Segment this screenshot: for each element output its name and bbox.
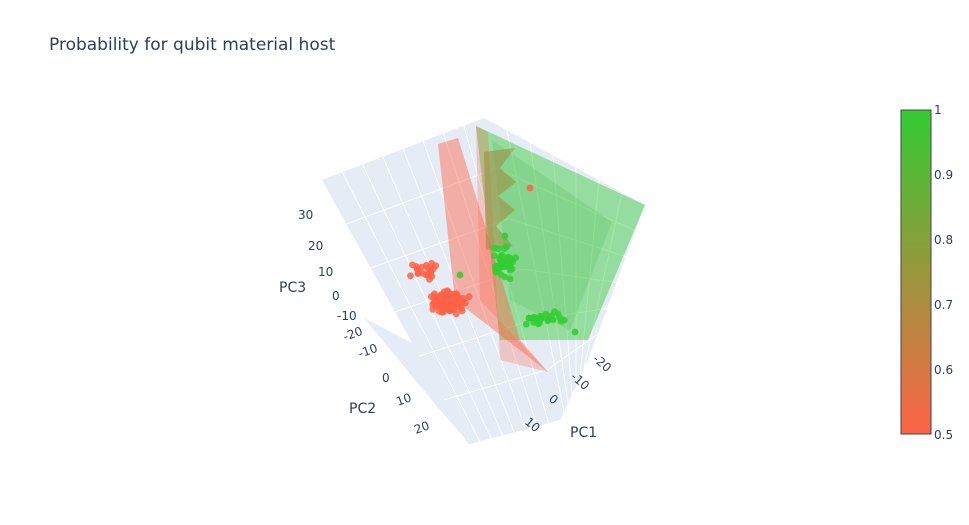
decision-surfaces	[438, 126, 645, 372]
data-point	[549, 316, 557, 324]
scene[interactable]	[322, 118, 645, 444]
colorbar-tick: 0.9	[934, 168, 953, 182]
data-point	[497, 271, 505, 278]
grid-line	[547, 333, 598, 371]
grid-line	[443, 369, 548, 401]
data-point	[446, 307, 453, 315]
colorbar-gradient	[900, 109, 932, 435]
grid-line	[346, 167, 497, 225]
x-axis-title: PC1	[570, 425, 597, 441]
colorbar-tick: 1	[934, 103, 942, 117]
data-point	[492, 268, 500, 276]
data-point	[495, 245, 502, 253]
data-point	[439, 305, 447, 313]
y-tick: 20	[412, 418, 431, 436]
data-point	[497, 259, 505, 266]
pane-floor	[364, 318, 560, 444]
colorbar: 1 0.9 0.8 0.7 0.6 0.5	[900, 103, 953, 442]
surface-high	[476, 126, 645, 340]
data-point	[441, 292, 449, 300]
grid-line	[509, 218, 627, 258]
z-axis-title: PC3	[279, 280, 306, 296]
surface-high-inner	[492, 140, 612, 330]
data-point	[506, 275, 514, 283]
data-point	[424, 264, 432, 272]
colorbar-tick: 0.5	[934, 428, 953, 442]
y-axis-title: PC2	[349, 401, 376, 417]
z-tick: 0	[332, 289, 340, 303]
y-tick: 10	[394, 390, 413, 408]
data-point	[407, 272, 414, 280]
scatter-points	[407, 184, 579, 336]
axis-z: 30 20 10 0 -10 PC3	[279, 208, 357, 323]
chart-title: Probability for qubit material host	[49, 35, 336, 55]
data-point	[456, 301, 464, 309]
colorbar-tick: 0.8	[934, 233, 953, 247]
data-point	[522, 320, 530, 328]
grid-line	[419, 318, 535, 357]
pane-back-right	[484, 118, 645, 420]
data-point	[498, 251, 506, 259]
grid-lines	[341, 125, 636, 442]
x-tick: -20	[590, 352, 614, 375]
z-tick: 30	[298, 208, 313, 222]
data-point	[504, 254, 512, 261]
data-point	[450, 299, 458, 307]
data-point	[551, 308, 558, 315]
data-point	[512, 254, 520, 262]
data-point	[526, 184, 534, 192]
grid-line	[496, 167, 636, 232]
data-point	[459, 294, 467, 302]
z-tick: 20	[308, 239, 323, 253]
data-point	[436, 294, 443, 301]
data-point	[491, 252, 498, 259]
data-point	[409, 261, 416, 269]
grid-line	[521, 268, 617, 283]
data-point	[503, 243, 511, 250]
data-point	[456, 271, 464, 279]
data-point	[544, 317, 552, 325]
data-point	[414, 265, 421, 273]
y-tick: 0	[382, 371, 390, 385]
z-tick: -10	[337, 309, 357, 323]
data-point	[526, 314, 534, 322]
axis-y: -20 -10 0 10 20 PC2	[341, 324, 431, 437]
surface-mid-ridges	[484, 148, 516, 250]
data-point	[465, 293, 473, 300]
data-point	[430, 299, 438, 307]
data-point	[501, 232, 509, 240]
y-tick: -10	[356, 341, 379, 361]
data-point	[418, 269, 426, 277]
data-point	[538, 313, 546, 320]
y-tick: -20	[341, 324, 364, 344]
surface-low-band	[476, 126, 548, 372]
data-point	[571, 328, 579, 336]
colorbar-tick: 0.7	[934, 298, 953, 312]
z-tick: 10	[318, 265, 333, 279]
data-point	[508, 265, 516, 273]
colorbar-tick: 0.6	[934, 363, 953, 377]
data-point	[556, 314, 564, 321]
